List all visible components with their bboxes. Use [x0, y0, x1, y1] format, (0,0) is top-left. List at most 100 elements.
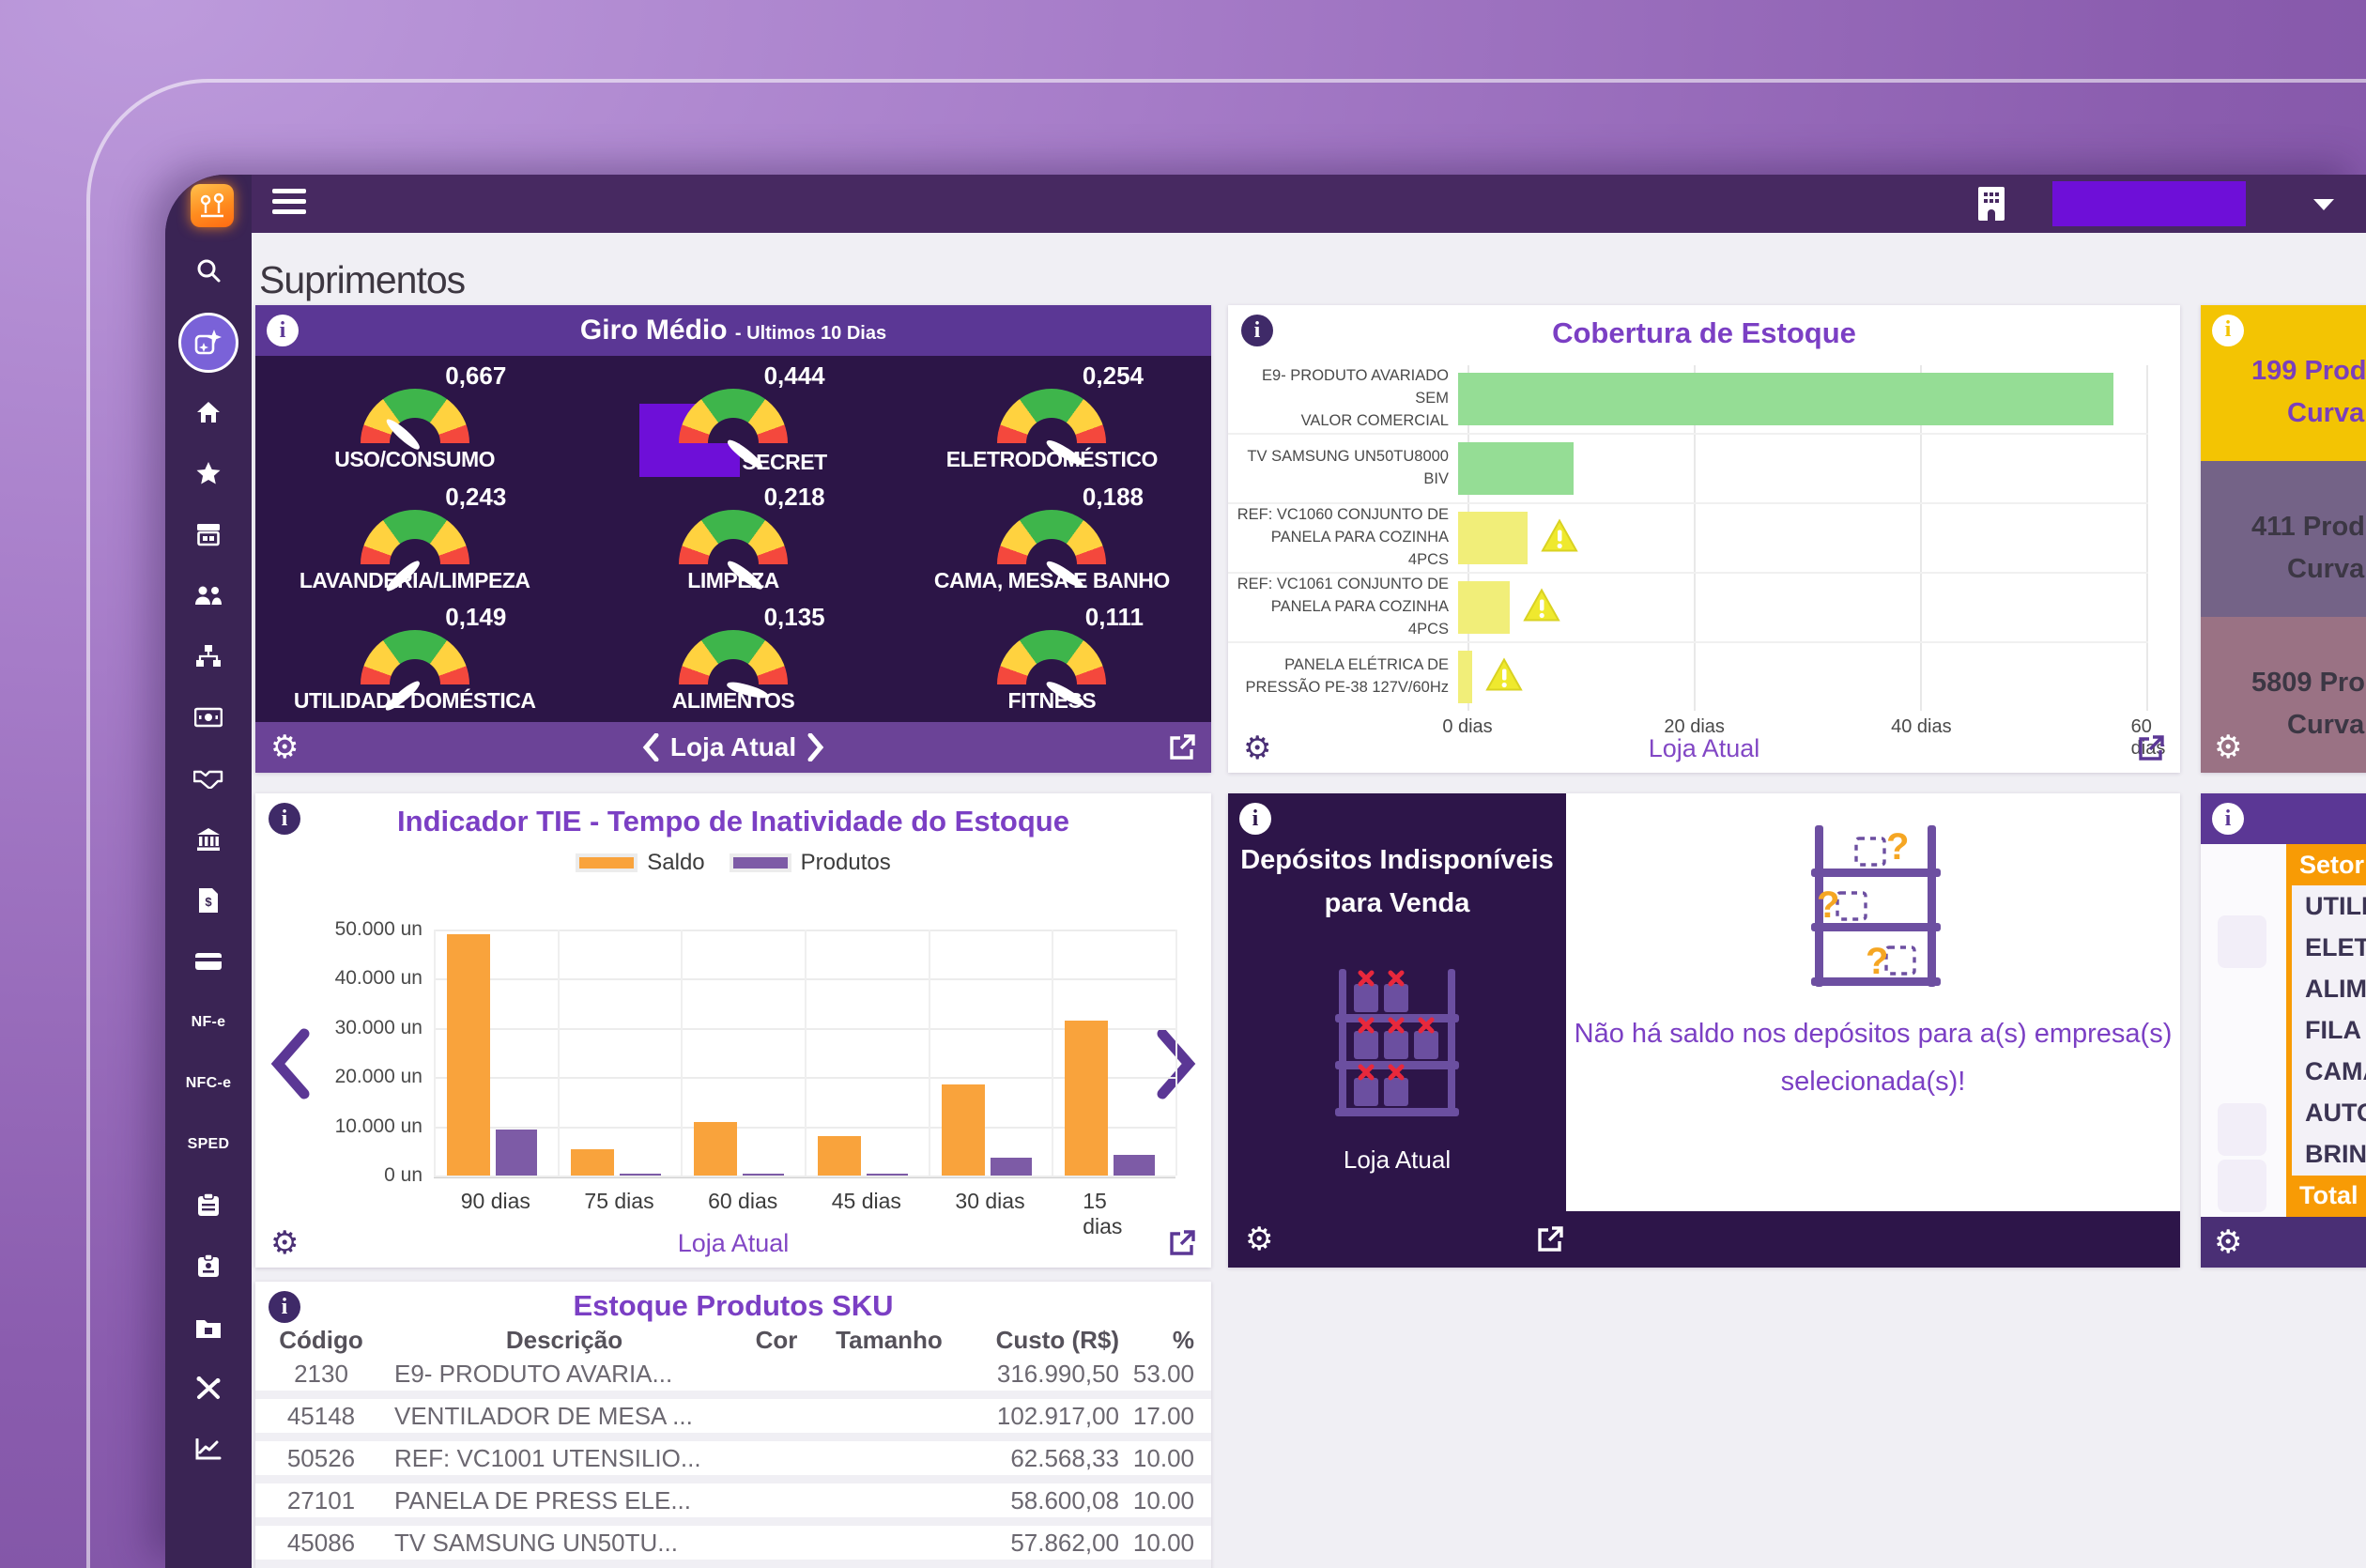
info-icon[interactable]: i: [269, 803, 300, 835]
setor-row[interactable]: ALIME: [2286, 968, 2366, 1010]
gear-icon[interactable]: ⚙: [1243, 730, 1272, 767]
sidebar-item-active-shortcuts[interactable]: [178, 313, 238, 373]
column-header: Código: [279, 1325, 363, 1354]
gear-icon[interactable]: ⚙: [270, 1224, 300, 1262]
y-tick-label: 50.000 un: [334, 918, 422, 940]
x-tick-label: 20 dias: [1664, 716, 1725, 737]
search-icon: [197, 259, 221, 283]
table-row[interactable]: 45086 TV SAMSUNG UN50TU... 57.862,00 10.00: [255, 1526, 1211, 1568]
bar-produtos: [990, 1158, 1032, 1176]
warning-icon[interactable]: [1523, 588, 1560, 627]
warning-icon[interactable]: [1540, 518, 1578, 558]
id-badge-icon: [198, 1254, 219, 1277]
table-row[interactable]: 50526 REF: VC1001 UTENSILIO... 62.568,33 10…: [255, 1441, 1211, 1483]
depositos-footer: ⚙: [1228, 1211, 2180, 1268]
info-icon[interactable]: i: [2212, 803, 2244, 835]
table-row[interactable]: 27101 PANELA DE PRESS ELE... 58.600,08 10.0…: [255, 1483, 1211, 1526]
chart-prev-button[interactable]: [269, 1028, 312, 1099]
gear-icon[interactable]: ⚙: [270, 729, 300, 766]
setor-row[interactable]: FILA D: [2286, 1009, 2366, 1052]
cobertura-row: E9- PRODUTO AVARIADO SEM VALOR COMERCIAL: [1228, 365, 2148, 435]
sidebar-item-bank[interactable]: [165, 821, 252, 858]
gridline: [434, 930, 436, 1176]
y-tick-label: 20.000 un: [334, 1066, 422, 1088]
setor-row[interactable]: UTILID: [2286, 885, 2366, 928]
sidebar-item-tools[interactable]: [165, 1370, 252, 1407]
main-content: Suprimentos i Giro Médio - Ultimos 10 Di…: [252, 233, 2366, 1568]
menu-button[interactable]: [272, 189, 306, 219]
gear-icon[interactable]: ⚙: [2214, 1223, 2243, 1261]
legend-saldo[interactable]: Saldo: [576, 850, 705, 876]
curva-a-section[interactable]: i 199 Produ Curva A: [2201, 305, 2366, 461]
sku-title: Estoque Produtos SKU: [573, 1289, 894, 1322]
setor-row[interactable]: BRINQ: [2286, 1133, 2366, 1176]
curva-c-section[interactable]: 5809 Produ Curva C ⚙: [2201, 617, 2366, 773]
sidebar-item-cash[interactable]: [165, 699, 252, 736]
gauge-cell: 0,254 ELETRODOMÉSTICO: [893, 360, 1211, 481]
table-cell: 57.862,00: [1010, 1528, 1119, 1557]
warning-icon[interactable]: [1484, 657, 1523, 697]
setor-row[interactable]: CAMA: [2286, 1051, 2366, 1093]
bar-saldo: [1065, 1020, 1109, 1176]
legend-produtos[interactable]: Produtos: [729, 850, 891, 876]
sidebar-item-sped[interactable]: SPED: [187, 1136, 230, 1152]
external-link-icon[interactable]: [2137, 734, 2165, 762]
info-icon[interactable]: i: [267, 315, 299, 346]
gear-icon[interactable]: ⚙: [1245, 1221, 1274, 1258]
card-indicador-tie: i Indicador TIE - Tempo de Inatividade d…: [255, 793, 1211, 1268]
sidebar-item-favorites[interactable]: [165, 454, 252, 492]
sidebar-item-reports[interactable]: [165, 1187, 252, 1224]
table-row[interactable]: 2130 E9- PRODUTO AVARIA... 316.990,50 53.00: [255, 1357, 1211, 1399]
account-caret-down-icon[interactable]: [2313, 199, 2334, 210]
chevron-left-icon[interactable]: [642, 733, 659, 761]
sku-table: Código Descrição Cor Tamanho Custo (R$)% 2130…: [255, 1323, 1211, 1568]
gauge-value: 0,149: [445, 603, 507, 632]
sidebar-item-billing[interactable]: $: [165, 882, 252, 919]
bar-saldo: [447, 933, 490, 1176]
info-icon[interactable]: i: [1241, 315, 1273, 346]
setor-total-cell: Total: [2299, 1181, 2358, 1210]
sidebar-item-partners[interactable]: [165, 760, 252, 797]
info-icon[interactable]: i: [1239, 803, 1271, 835]
sidebar: $ NF-e NFC-e SPED: [165, 175, 252, 1568]
bar-saldo: [570, 1148, 614, 1176]
table-row[interactable]: 45148 VENTILADOR DE MESA ... 102.917,00 17.…: [255, 1399, 1211, 1441]
gauge-cell: 0,188 CAMA, MESA E BANHO: [893, 481, 1211, 602]
gauge-value: 0,111: [1084, 603, 1144, 632]
info-icon[interactable]: i: [2212, 315, 2244, 346]
chevron-right-icon[interactable]: [807, 733, 824, 761]
sidebar-item-archive[interactable]: [165, 1309, 252, 1346]
sidebar-item-store[interactable]: [165, 515, 252, 553]
sidebar-item-nfe[interactable]: NF-e: [191, 1014, 226, 1030]
table-cell: TV SAMSUNG UN50TU...: [394, 1528, 678, 1557]
legend-label: Saldo: [647, 850, 705, 875]
gauge-cell: 0,667 USO/CONSUMO: [255, 360, 574, 481]
table-cell: 10.00: [1132, 1528, 1194, 1557]
gear-icon[interactable]: ⚙: [2214, 729, 2243, 766]
gauge-value: 0,218: [763, 482, 825, 511]
curva-b-section[interactable]: 411 Produt Curva B: [2201, 461, 2366, 617]
sidebar-item-badge[interactable]: [165, 1248, 252, 1285]
setor-row[interactable]: ELETR: [2286, 927, 2366, 969]
cobertura-row: REF: VC1061 CONJUNTO DE PANELA PARA COZIN…: [1228, 574, 2148, 643]
setor-row[interactable]: AUTOM: [2286, 1092, 2366, 1134]
info-icon[interactable]: i: [269, 1291, 300, 1323]
sidebar-item-home[interactable]: [165, 393, 252, 431]
table-cell: 62.568,33: [1010, 1443, 1119, 1472]
sidebar-item-search[interactable]: [165, 252, 252, 289]
external-link-icon[interactable]: [1168, 733, 1196, 761]
company-selector-button[interactable]: [1975, 185, 2007, 227]
account-name-redaction: [2052, 181, 2246, 226]
chart-next-button[interactable]: [1155, 1028, 1198, 1099]
table-cell: REF: VC1001 UTENSILIO...: [394, 1443, 701, 1472]
bar-category-label: REF: VC1061 CONJUNTO DE PANELA PARA COZIN…: [1237, 576, 1449, 638]
sidebar-item-nfce[interactable]: NFC-e: [185, 1075, 232, 1091]
sidebar-item-cards[interactable]: [165, 943, 252, 980]
external-link-icon[interactable]: [1168, 1229, 1196, 1257]
sidebar-item-customers[interactable]: [165, 576, 252, 614]
sidebar-item-organization[interactable]: [165, 638, 252, 675]
external-link-icon[interactable]: [1536, 1225, 1564, 1253]
sidebar-item-analytics[interactable]: [165, 1431, 252, 1468]
table-cell: PANELA DE PRESS ELE...: [394, 1485, 691, 1514]
invoice-dollar-icon: $: [199, 888, 218, 913]
